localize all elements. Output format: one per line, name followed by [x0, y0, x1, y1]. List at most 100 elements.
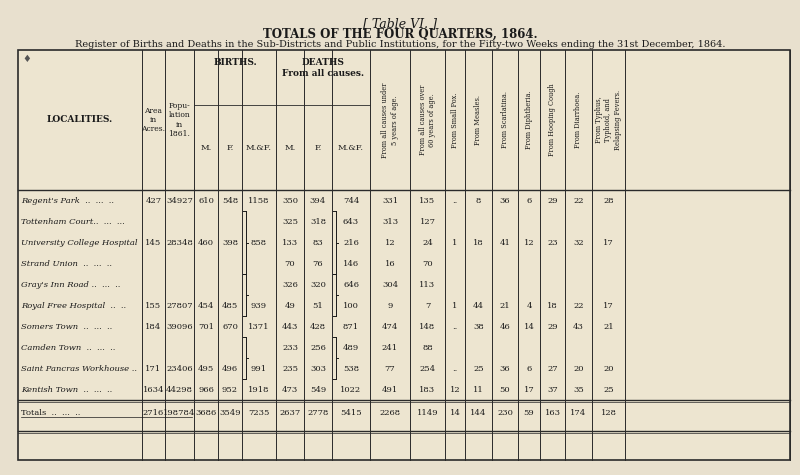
Text: 11: 11: [473, 386, 484, 394]
Text: 548: 548: [222, 197, 238, 205]
Text: 331: 331: [382, 197, 398, 205]
Text: 701: 701: [198, 323, 214, 331]
Text: 1022: 1022: [341, 386, 362, 394]
Text: ♦: ♦: [22, 54, 30, 64]
Text: 326: 326: [282, 281, 298, 289]
Text: 254: 254: [419, 365, 435, 373]
Text: Kentish Town  ..  ...  ..: Kentish Town .. ... ..: [21, 386, 112, 394]
Text: 23: 23: [547, 238, 558, 247]
Text: 70: 70: [422, 260, 433, 268]
Text: Area
in
Acres.: Area in Acres.: [142, 107, 166, 133]
Text: F.: F.: [226, 143, 234, 152]
Text: 29: 29: [547, 323, 558, 331]
Text: 49: 49: [285, 302, 295, 310]
Text: 8: 8: [476, 197, 481, 205]
Text: 88: 88: [422, 344, 433, 352]
Text: 7235: 7235: [248, 409, 270, 417]
Text: TOTALS OF THE FOUR QUARTERS, 1864.: TOTALS OF THE FOUR QUARTERS, 1864.: [262, 28, 538, 41]
Text: From Hooping Cough: From Hooping Cough: [549, 84, 557, 156]
Text: 2716: 2716: [143, 409, 164, 417]
Text: 144: 144: [470, 409, 486, 417]
Text: 22: 22: [574, 197, 584, 205]
Text: 25: 25: [603, 386, 614, 394]
Text: [ Table VI. ]: [ Table VI. ]: [363, 17, 437, 30]
Text: Camden Town  ..  ...  ..: Camden Town .. ... ..: [21, 344, 115, 352]
Text: 51: 51: [313, 302, 323, 310]
Text: From Measles.: From Measles.: [474, 95, 482, 145]
Text: ..: ..: [452, 323, 458, 331]
Text: 163: 163: [545, 409, 561, 417]
Text: 610: 610: [198, 197, 214, 205]
Text: 155: 155: [146, 302, 162, 310]
Text: M.&F.: M.&F.: [246, 143, 272, 152]
Text: 643: 643: [343, 218, 359, 226]
Text: 233: 233: [282, 344, 298, 352]
Text: 198784: 198784: [163, 409, 196, 417]
Text: 966: 966: [198, 386, 214, 394]
Text: 538: 538: [343, 365, 359, 373]
Bar: [18, 50, 790, 460]
Text: 670: 670: [222, 323, 238, 331]
Text: 491: 491: [382, 386, 398, 394]
Text: Regent's Park  ..  ...  ..: Regent's Park .. ... ..: [21, 197, 114, 205]
Text: 21: 21: [603, 323, 614, 331]
Text: From all causes over
60 years of age.: From all causes over 60 years of age.: [419, 85, 436, 155]
Text: ..: ..: [452, 197, 458, 205]
Text: 398: 398: [222, 238, 238, 247]
Text: 77: 77: [385, 365, 395, 373]
Text: 12: 12: [450, 386, 460, 394]
Text: M.&F.: M.&F.: [338, 143, 364, 152]
Text: 43: 43: [573, 323, 584, 331]
Text: 39096: 39096: [166, 323, 193, 331]
Text: 18: 18: [547, 302, 558, 310]
Text: 46: 46: [500, 323, 510, 331]
Text: Royal Free Hospital  ..  ..: Royal Free Hospital .. ..: [21, 302, 126, 310]
Text: 113: 113: [419, 281, 435, 289]
Text: 256: 256: [310, 344, 326, 352]
Text: 394: 394: [310, 197, 326, 205]
Text: 28: 28: [603, 197, 614, 205]
Text: 5415: 5415: [340, 409, 362, 417]
Text: 12: 12: [524, 238, 534, 247]
Text: 18: 18: [473, 238, 484, 247]
Text: 20: 20: [574, 365, 584, 373]
Text: 1: 1: [452, 238, 458, 247]
Text: 146: 146: [343, 260, 359, 268]
Text: 1149: 1149: [417, 409, 438, 417]
Text: University College Hospital: University College Hospital: [21, 238, 138, 247]
Text: 127: 127: [419, 218, 435, 226]
Text: 549: 549: [310, 386, 326, 394]
Text: 2778: 2778: [307, 409, 329, 417]
Text: Strand Union  ..  ...  ..: Strand Union .. ... ..: [21, 260, 112, 268]
Text: 22: 22: [574, 302, 584, 310]
Text: 24: 24: [422, 238, 433, 247]
Text: 25: 25: [473, 365, 484, 373]
Text: Somers Town  ..  ...  ..: Somers Town .. ... ..: [21, 323, 112, 331]
Text: 1371: 1371: [248, 323, 270, 331]
Text: From Typhus,
Typhoid, and
Relapsing Fevers.: From Typhus, Typhoid, and Relapsing Feve…: [595, 90, 622, 150]
Text: 6: 6: [526, 365, 532, 373]
Text: From Scarlatina.: From Scarlatina.: [501, 92, 509, 149]
Text: 59: 59: [524, 409, 534, 417]
Text: 128: 128: [601, 409, 617, 417]
Text: Saint Pancras Workhouse ..: Saint Pancras Workhouse ..: [21, 365, 137, 373]
Text: 14: 14: [523, 323, 534, 331]
Text: Popu-
lation
in
1861.: Popu- lation in 1861.: [169, 102, 190, 138]
Text: 135: 135: [419, 197, 435, 205]
Text: 133: 133: [282, 238, 298, 247]
Text: 36: 36: [500, 197, 510, 205]
Text: 9: 9: [387, 302, 393, 310]
Text: 474: 474: [382, 323, 398, 331]
Text: 174: 174: [570, 409, 586, 417]
Text: 20: 20: [603, 365, 614, 373]
Text: 14: 14: [450, 409, 461, 417]
Text: 1: 1: [452, 302, 458, 310]
Text: 12: 12: [385, 238, 395, 247]
Text: 171: 171: [146, 365, 162, 373]
Text: 28348: 28348: [166, 238, 193, 247]
Text: 858: 858: [251, 238, 267, 247]
Text: 37: 37: [547, 386, 558, 394]
Text: 318: 318: [310, 218, 326, 226]
Text: 50: 50: [500, 386, 510, 394]
Text: Totals  ..  ...  ..: Totals .. ... ..: [21, 409, 80, 417]
